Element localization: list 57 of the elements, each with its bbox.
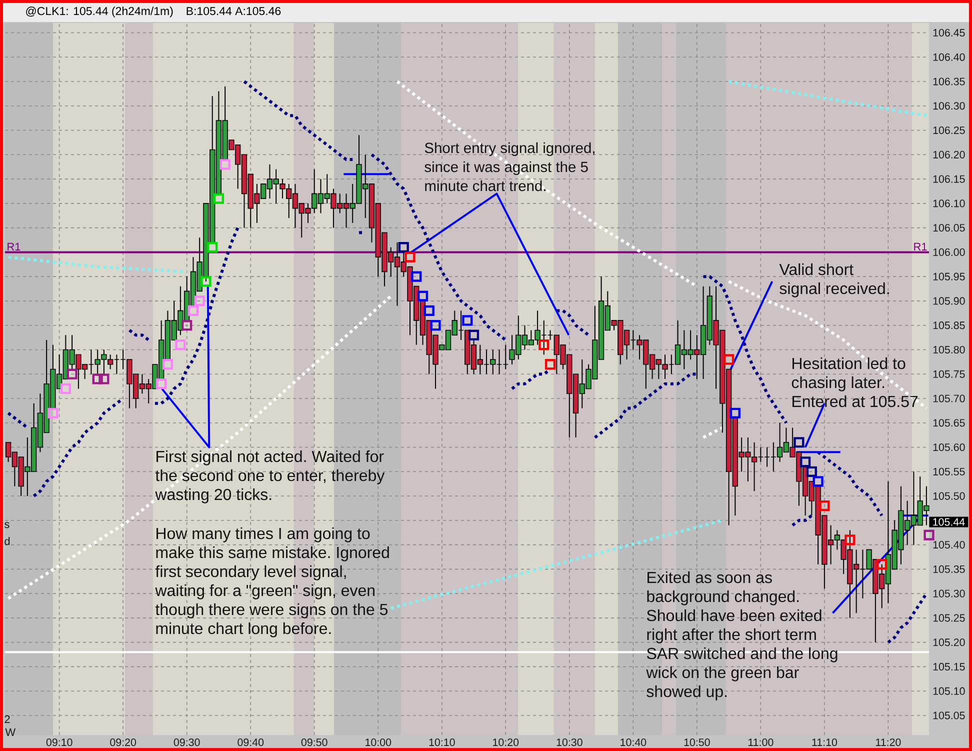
y-tick-label: 105.20 xyxy=(933,638,965,646)
y-tick-label: 106.05 xyxy=(933,224,965,232)
y-tick-label: 106.00 xyxy=(933,248,965,256)
y-tick-label: 105.60 xyxy=(933,443,965,452)
chart-title: @CLK1: 105.44 (2h24m/1m) xyxy=(26,6,173,18)
y-tick-label: 105.55 xyxy=(933,468,965,476)
y-tick-label: 105.70 xyxy=(933,394,965,402)
x-tick-label: 09:20 xyxy=(110,738,136,746)
y-tick-label: 105.35 xyxy=(933,565,965,573)
y-tick-label: 106.15 xyxy=(933,175,965,183)
y-tick-label: 105.40 xyxy=(933,541,965,549)
y-tick-label: 105.10 xyxy=(933,687,965,695)
x-tick-label: 09:30 xyxy=(174,738,200,746)
x-tick-label: 09:10 xyxy=(46,738,72,746)
x-tick-label: 11:20 xyxy=(876,738,901,746)
y-tick-label: 106.40 xyxy=(933,53,965,61)
x-tick-label: 10:20 xyxy=(493,738,519,746)
y-tick-label: 105.75 xyxy=(933,370,965,378)
y-tick-label: 105.15 xyxy=(933,662,965,671)
annotation: How many times I am going to make this same mistake. Ignored first secondary level signal, waiting for a "green" sign, even though there were signs on the 5 minute chart long before. xyxy=(155,527,389,638)
text: R1 xyxy=(914,242,927,250)
annotation: 2 xyxy=(4,715,10,723)
y-tick-label: 105.65 xyxy=(933,419,965,427)
annotation: Short entry signal ignored, since it was against the 5 minute chart trend. xyxy=(424,142,594,192)
chart-subtitle: B:105.44 A:105.46 xyxy=(186,6,281,16)
x-tick-label: 11:10 xyxy=(812,738,838,746)
x-tick-label: 09:50 xyxy=(301,738,328,746)
y-tick-label: 105.25 xyxy=(933,614,965,622)
y-tick-label: 105.30 xyxy=(933,590,965,598)
ref-line-label: R1 xyxy=(8,242,20,250)
y-tick-label: 106.25 xyxy=(933,126,965,134)
text: 105.44 xyxy=(933,518,965,526)
x-tick-label: 11:00 xyxy=(748,738,774,746)
annotation: W xyxy=(5,728,16,736)
y-tick-label: 106.45 xyxy=(933,28,965,37)
annotation: d xyxy=(4,537,10,546)
y-tick-label: 106.30 xyxy=(933,102,965,110)
y-tick-label: 106.10 xyxy=(933,200,965,208)
y-tick-label: 105.85 xyxy=(933,322,965,330)
x-tick-label: 10:10 xyxy=(429,738,455,746)
x-tick-label: 10:00 xyxy=(366,738,392,746)
y-tick-label: 106.35 xyxy=(933,78,965,86)
x-tick-label: 10:30 xyxy=(556,738,582,746)
annotation: Hesitation led to chasing later. Entered at 105.57 xyxy=(792,357,918,408)
annotation: Exited as soon as background changed. Should have been exited right after the short term SAR switched and the long wick on the green bar showed up. xyxy=(646,571,838,700)
annotation: s xyxy=(4,522,10,528)
y-tick-label: 105.05 xyxy=(933,712,965,720)
y-tick-label: 105.80 xyxy=(933,346,965,354)
annotation: First signal not acted. Waited for the second one to enter, thereby wasting 20 ticks. xyxy=(155,450,385,504)
y-tick-label: 105.50 xyxy=(933,492,965,500)
annotation: Valid short signal received. xyxy=(779,263,889,298)
x-tick-label: 09:40 xyxy=(238,738,264,746)
y-tick-label: 105.90 xyxy=(933,297,965,305)
x-tick-label: 10:40 xyxy=(620,738,646,746)
y-tick-label: 105.95 xyxy=(933,272,965,280)
y-tick-label: 106.20 xyxy=(933,150,965,158)
x-tick-label: 10:50 xyxy=(684,738,710,746)
